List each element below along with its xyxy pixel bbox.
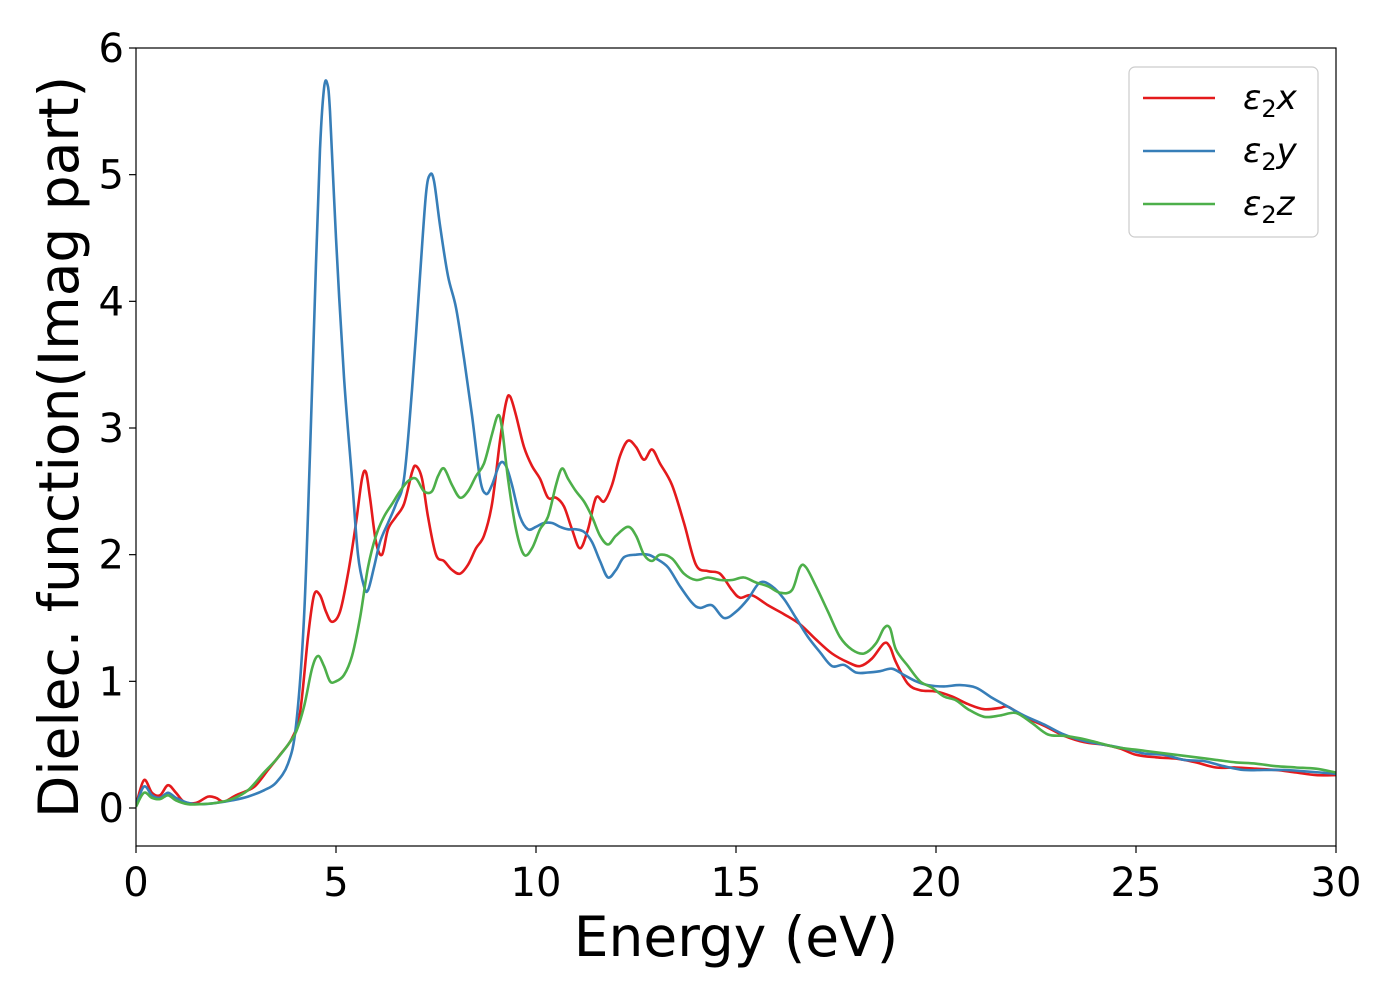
legend-label-main: ε [1243, 78, 1261, 118]
y-tick-label: 6 [99, 26, 124, 72]
y-tick-label: 3 [99, 406, 124, 452]
x-tick-label: 25 [1111, 860, 1162, 906]
y-tick-label: 2 [99, 533, 124, 579]
x-tick-label: 20 [911, 860, 962, 906]
series-layer [136, 79, 1336, 808]
y-axis-title: Dielec. function(Imag part) [27, 76, 91, 818]
y-axis-ticks: 0 1 2 3 4 5 6 [99, 26, 136, 832]
legend-label-main: ε [1243, 131, 1261, 171]
legend-label-y: ε2y [1243, 131, 1298, 176]
legend-label-z: ε2z [1243, 184, 1296, 229]
x-tick-label: 0 [123, 860, 148, 906]
legend-label-x: ε2x [1243, 78, 1298, 123]
legend-label-sub: 2 [1261, 95, 1276, 123]
legend-label-tail: z [1276, 184, 1296, 224]
series-line-x [136, 394, 1336, 806]
y-tick-label: 5 [99, 153, 124, 199]
legend-label-tail: y [1276, 131, 1298, 171]
legend-label-sub: 2 [1261, 148, 1276, 176]
y-tick-label: 1 [99, 659, 124, 705]
series-line-y [136, 79, 1336, 806]
x-axis-ticks: 0 5 10 15 20 25 30 [123, 846, 1361, 906]
legend-label-tail: x [1276, 78, 1298, 118]
series-line-z [136, 413, 1336, 808]
legend-label-sub: 2 [1261, 201, 1276, 229]
x-tick-label: 5 [323, 860, 348, 906]
x-tick-label: 10 [511, 860, 562, 906]
legend-box [1128, 66, 1319, 238]
x-axis-title: Energy (eV) [574, 905, 898, 969]
x-tick-label: 30 [1311, 860, 1362, 906]
y-tick-label: 4 [99, 279, 124, 325]
x-tick-label: 15 [711, 860, 762, 906]
legend-label-main: ε [1243, 184, 1261, 224]
y-tick-label: 0 [99, 786, 124, 832]
